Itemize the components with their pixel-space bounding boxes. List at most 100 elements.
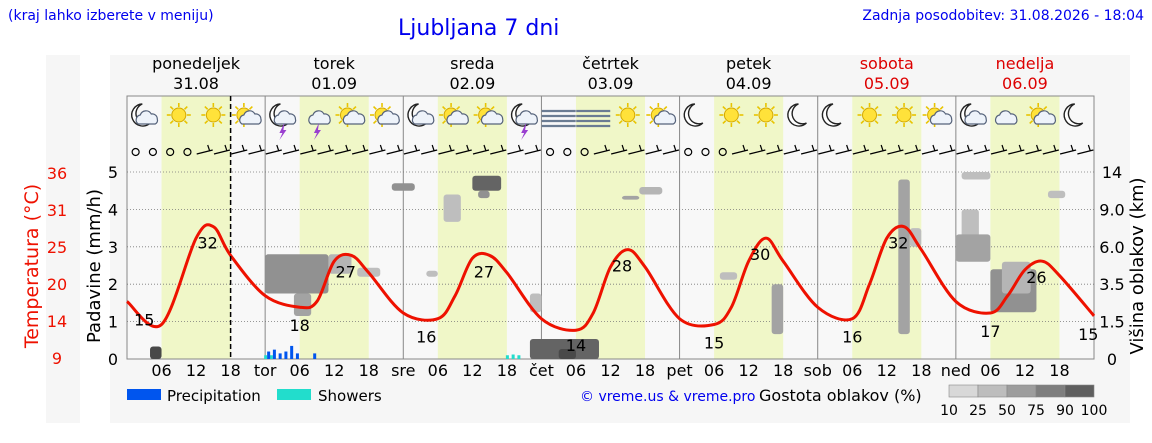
cloud-sun-icon [335,103,366,127]
temperature-label: 27 [336,262,356,281]
sun-ray [1043,105,1048,110]
sun-icon [892,103,917,127]
sun-icon [201,103,226,127]
moon-shape [683,103,704,127]
precip-axis-label: Padavine (mm/h) [84,189,105,343]
moon-shape [1063,103,1084,127]
wind-barb [794,144,798,152]
wind-barb [362,144,366,152]
plot-frame [126,95,1095,360]
sun-ray [183,105,188,110]
wind-barb [431,144,435,152]
left-axis-panel [46,55,80,423]
temperature-label: 15 [704,333,724,352]
moon-cloud-icon [407,103,435,127]
moon-icon [787,103,807,127]
wind-barb [535,144,539,152]
cloud-shape [342,110,366,125]
density-scale-label: 75 [1027,403,1045,419]
cloud-sun-icon [370,103,400,127]
wind-barb [397,144,401,152]
fog-icon [541,109,576,128]
wind-barb [379,144,383,152]
sun-ray [169,105,174,110]
wind-barb [466,144,470,152]
precip-tick: 1 [108,313,118,332]
wind-barb [915,144,919,152]
sun-ray [895,120,899,125]
precipitation-bar [284,351,288,359]
sun-ray [632,120,637,125]
temp-tick: 36 [47,164,67,183]
wind-barb [345,144,349,152]
wind-barb [1070,144,1074,152]
calm-wind [148,147,158,157]
daylight-band [990,96,1060,359]
wind-barb [638,144,642,152]
day-date: 01.09 [311,74,357,93]
hour-tick-label: 18 [911,361,931,380]
cloud-shape [994,110,1018,125]
wind-barb [293,144,297,152]
copyright-text: © vreme.us & vreme.pro [580,389,755,405]
wind-barb [673,144,677,152]
hour-tick-label: 06 [704,361,724,380]
wind-barb [828,144,832,152]
wind-barb [984,144,988,152]
temperature-label: 16 [416,328,436,347]
hour-tick-label: 18 [497,361,517,380]
day-abbr-label: pet [666,361,692,380]
wind-barb [880,144,884,152]
daylight-band [575,96,646,359]
cloud-patch [265,254,329,294]
wind-barb [949,144,953,152]
hour-tick-label: 06 [428,361,448,380]
day-name: sreda [450,54,494,73]
sun-disc [620,107,636,123]
cloud-shape [239,110,262,125]
fog-icon [576,109,611,128]
moon-cloud-icon [959,103,987,127]
sun-ray [1029,120,1034,125]
cloud-shape [1033,110,1057,125]
precip-tick: 4 [108,200,118,219]
cloud-patch [622,195,640,200]
temp-axis-label: Temperatura (°C) [21,184,43,349]
temperature-label: 16 [842,328,862,347]
cloud-density-legend-label: Gostota oblakov (%) [759,386,922,405]
sun-ray [909,120,914,125]
precipitation-bar [290,345,294,359]
temp-tick: 25 [47,238,67,257]
shower-bar [269,355,273,359]
precip-tick: 2 [108,275,118,294]
day-date: 04.09 [726,74,772,93]
calm-wind [166,147,175,157]
sun-ray [722,120,727,125]
region-hint[interactable]: (kraj lahko izberete v meniju) [8,8,214,24]
sun-ray [352,105,357,110]
sun-ray [649,105,654,110]
hour-tick-label: 12 [462,361,482,380]
cloud-shape [929,110,953,125]
sun-ray [771,120,775,125]
sun-ray [895,105,899,110]
temp-tick: 31 [47,201,67,220]
sun-ray [183,120,188,125]
wind-barb [414,144,418,152]
sun-ray [939,105,944,110]
sun-ray [649,120,654,125]
density-swatch [1064,384,1095,398]
wind-barb [897,144,901,152]
sun-ray [442,105,446,110]
density-scale-label: 90 [1056,403,1074,419]
hour-tick-label: 18 [635,361,655,380]
sun-icon [615,103,640,127]
sun-ray [736,120,741,125]
wind-barb [517,144,522,152]
moon-icon [821,103,842,127]
sun-icon [166,103,191,127]
temperature-label: 32 [888,234,908,253]
cloud-shape [446,110,469,125]
wind-barb [863,144,867,152]
